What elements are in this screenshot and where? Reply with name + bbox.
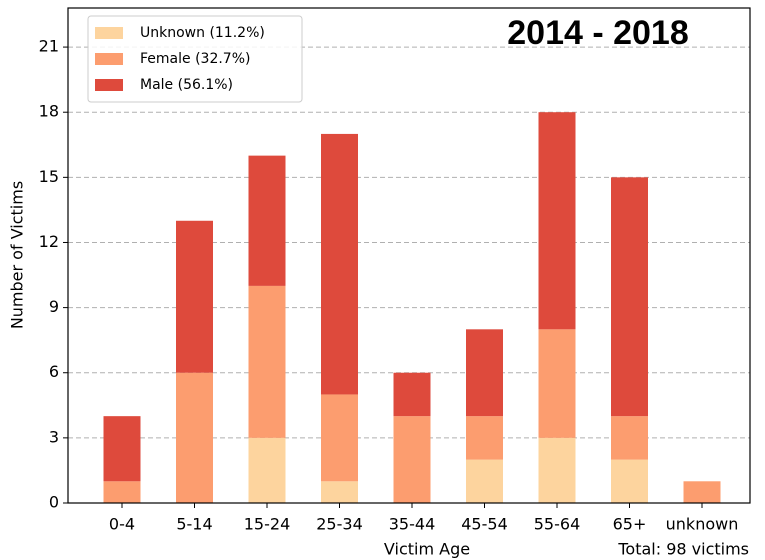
bar-segment <box>176 372 213 503</box>
y-tick-label: 3 <box>49 427 59 446</box>
bar-segment <box>393 372 431 417</box>
bar-segment <box>611 416 648 460</box>
bar-segment <box>538 437 576 503</box>
y-tick-label: 21 <box>39 37 59 56</box>
bar-segment <box>103 416 141 482</box>
bar-segment <box>538 329 576 438</box>
bar-segment <box>611 177 648 417</box>
y-tick-label: 15 <box>39 167 59 186</box>
legend-swatch <box>95 79 123 91</box>
bar-segment <box>248 155 286 286</box>
y-tick-label: 12 <box>39 232 59 251</box>
legend-label: Male (56.1%) <box>140 77 233 93</box>
x-tick-label: 45-54 <box>461 515 508 534</box>
legend-label: Unknown (11.2%) <box>140 25 265 41</box>
x-tick-label: 55-64 <box>534 515 581 534</box>
x-tick-label: 15-24 <box>244 515 291 534</box>
chart-title: 2014 - 2018 <box>507 14 689 52</box>
x-tick-label: 65+ <box>613 515 647 534</box>
legend-swatch <box>95 53 123 65</box>
plot-frame <box>67 7 751 504</box>
annotation: Total: 98 victims <box>617 540 749 559</box>
bar-segment <box>103 481 141 503</box>
x-tick-label: 25-34 <box>316 515 363 534</box>
bar-segment <box>466 329 503 417</box>
y-tick-label: 0 <box>49 493 59 512</box>
bar-segment <box>248 437 286 503</box>
y-tick-label: 9 <box>49 297 59 316</box>
legend-swatch <box>95 27 123 39</box>
bar-segment <box>683 481 721 503</box>
y-tick-label: 18 <box>39 102 59 121</box>
bar-segment <box>611 459 648 503</box>
legend-box <box>87 15 303 103</box>
x-tick-label: 5-14 <box>176 515 212 534</box>
legend-label: Female (32.7%) <box>140 51 250 67</box>
bar-segment <box>321 481 358 503</box>
bar-segment <box>321 133 358 395</box>
bar-segment <box>176 220 213 373</box>
bar-segment <box>466 416 503 460</box>
x-tick-label: unknown <box>666 515 739 534</box>
bar-segment <box>393 416 431 503</box>
y-tick-label: 6 <box>49 362 59 381</box>
x-axis-label: Victim Age <box>384 540 470 559</box>
x-tick-label: 0-4 <box>109 515 135 534</box>
bar-segment <box>538 112 576 330</box>
bar-segment <box>466 459 503 503</box>
y-axis-label: Number of Victims <box>8 181 27 329</box>
x-tick-label: 35-44 <box>389 515 436 534</box>
bar-segment <box>248 285 286 438</box>
bar-segment <box>321 394 358 482</box>
